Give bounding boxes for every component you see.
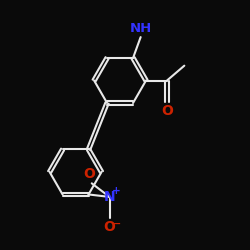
Text: +: + [112,186,121,196]
Text: −: − [112,219,121,229]
Text: N: N [104,190,115,204]
Text: O: O [161,104,173,118]
Text: O: O [104,220,116,234]
Text: O: O [83,167,95,181]
Text: NH: NH [130,22,152,35]
